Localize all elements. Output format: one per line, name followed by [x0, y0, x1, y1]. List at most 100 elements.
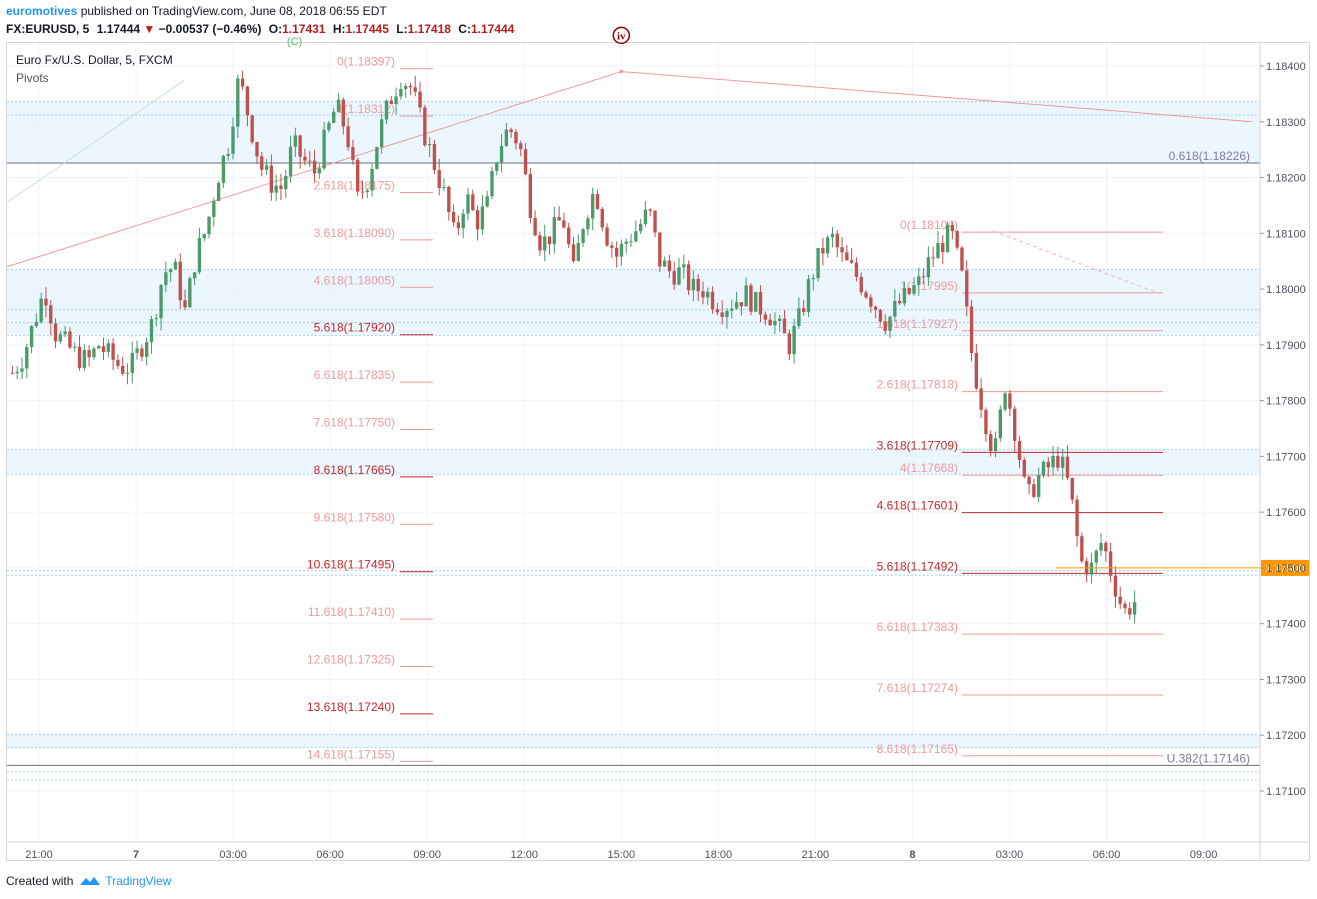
candle-body	[701, 291, 705, 298]
fib-ext-label: 4.618(1.18005)	[314, 273, 395, 287]
candle-body	[461, 213, 465, 229]
candle-body	[754, 292, 758, 312]
candle-body	[1032, 484, 1036, 497]
y-tick-label: 1.17700	[1266, 451, 1306, 463]
candle-body	[691, 278, 696, 291]
candle-body	[706, 291, 710, 298]
candle-body	[475, 210, 480, 230]
fib-ext-label: 0(1.18397)	[337, 55, 395, 69]
high-label: H:	[332, 22, 346, 36]
candle-body	[797, 308, 801, 326]
candle-body	[360, 191, 365, 193]
candle-body	[34, 321, 39, 327]
candle-body	[734, 302, 739, 309]
candle-body	[250, 115, 254, 143]
candle-body	[653, 210, 657, 233]
candle-body	[456, 222, 461, 229]
candle-body	[68, 331, 72, 348]
candle-body	[979, 388, 983, 410]
fib-retracement-label: U.382(1.17146)	[1167, 751, 1250, 765]
candle-body	[792, 325, 796, 355]
candle-body	[101, 346, 106, 353]
candle-body	[427, 144, 432, 146]
candle-body	[370, 168, 374, 191]
candle-body	[945, 224, 950, 253]
candle-body	[125, 372, 130, 374]
candle-body	[787, 333, 791, 355]
candle-body	[835, 233, 839, 248]
price-axis[interactable]: 1.18400 1.18300 1.18200 1.18100 1.18000 1.179…	[1259, 43, 1306, 861]
candle-body	[336, 99, 341, 112]
y-tick-label: 1.18000	[1266, 284, 1306, 296]
chart-labels: 1.17500 (C) iv	[287, 26, 1309, 576]
candle-body	[960, 247, 964, 271]
y-tick-label: 1.18100	[1266, 228, 1306, 240]
candle-body	[58, 334, 63, 342]
candle-body	[1051, 455, 1055, 468]
chart-frame[interactable]	[6, 42, 1310, 861]
fib-ext-label: 7.618(1.17274)	[877, 681, 958, 695]
fib-ext-label: 3.618(1.17709)	[877, 438, 958, 452]
tradingview-link[interactable]: TradingView	[79, 874, 171, 888]
candle-body	[600, 208, 604, 228]
candle-body	[293, 135, 298, 147]
candle-body	[763, 314, 768, 320]
candle-body	[1132, 602, 1137, 615]
fib-ext-label: 1(1.18312)	[337, 102, 395, 116]
candle-body	[682, 264, 686, 268]
time-axis[interactable]: 21:00 7 03:00 06:00 09:00 12:00 15:00 18:00 21:0…	[7, 841, 1310, 861]
candle-body	[514, 131, 518, 144]
candle-body	[519, 143, 523, 150]
candle-body	[696, 278, 700, 292]
candle-body	[140, 348, 144, 357]
candle-body	[845, 252, 849, 261]
x-tick-label: 8	[909, 849, 915, 861]
fib-ext-label: 13.618(1.17240)	[307, 700, 395, 714]
candle-body	[260, 156, 264, 170]
candle-body	[768, 319, 772, 326]
wave-label-iv-circle	[612, 26, 631, 45]
last-price-tag-label: 1.17500	[1265, 563, 1305, 575]
candle-body	[216, 182, 221, 202]
fib-retracement-label: 0.618(1.18226)	[1169, 149, 1250, 163]
fib-ext-label: 1.618(1.17927)	[877, 317, 958, 331]
candle-body	[523, 149, 528, 175]
grid-lines	[7, 43, 1260, 842]
candle-body	[739, 302, 744, 307]
pivot-lines	[7, 101, 1260, 781]
candle-body	[758, 292, 763, 315]
candle-body	[1128, 608, 1132, 615]
symbol-header: FX:EURUSD, 5 1.17444 ▼ −0.00537 (−0.46%)…	[6, 22, 514, 36]
candle-body	[926, 257, 931, 278]
candle-body	[202, 234, 206, 239]
candle-body	[322, 129, 326, 169]
fib-ext-label: 3.618(1.18090)	[314, 226, 395, 240]
last-price: 1.17444	[96, 22, 141, 36]
candle-body	[744, 285, 748, 307]
candle-body	[950, 224, 955, 232]
candle-body	[39, 298, 43, 322]
candle-body	[97, 346, 101, 349]
candle-body	[231, 126, 235, 154]
fib-ext-label: 7.618(1.17750)	[314, 416, 395, 430]
high-value: 1.17445	[345, 22, 389, 36]
candle-body	[356, 159, 360, 192]
x-tick-label: 7	[133, 849, 139, 861]
author-link[interactable]: euromotives	[6, 4, 78, 18]
candle-body	[677, 267, 681, 285]
fib-ext-label: 8.618(1.17665)	[314, 463, 395, 477]
fib-ext-label: 9.618(1.17580)	[314, 510, 395, 524]
candle-body	[480, 206, 485, 230]
candle-body	[1003, 393, 1007, 410]
candle-body	[346, 126, 350, 148]
candle-body	[509, 129, 513, 132]
candle-body	[53, 323, 58, 342]
candle-body	[912, 285, 916, 294]
candle-body	[432, 144, 437, 171]
candle-body	[965, 270, 969, 307]
candle-body	[212, 201, 216, 217]
candle-body	[552, 217, 556, 245]
candle-body	[447, 186, 451, 212]
change-arrow-icon: ▼	[143, 22, 156, 36]
